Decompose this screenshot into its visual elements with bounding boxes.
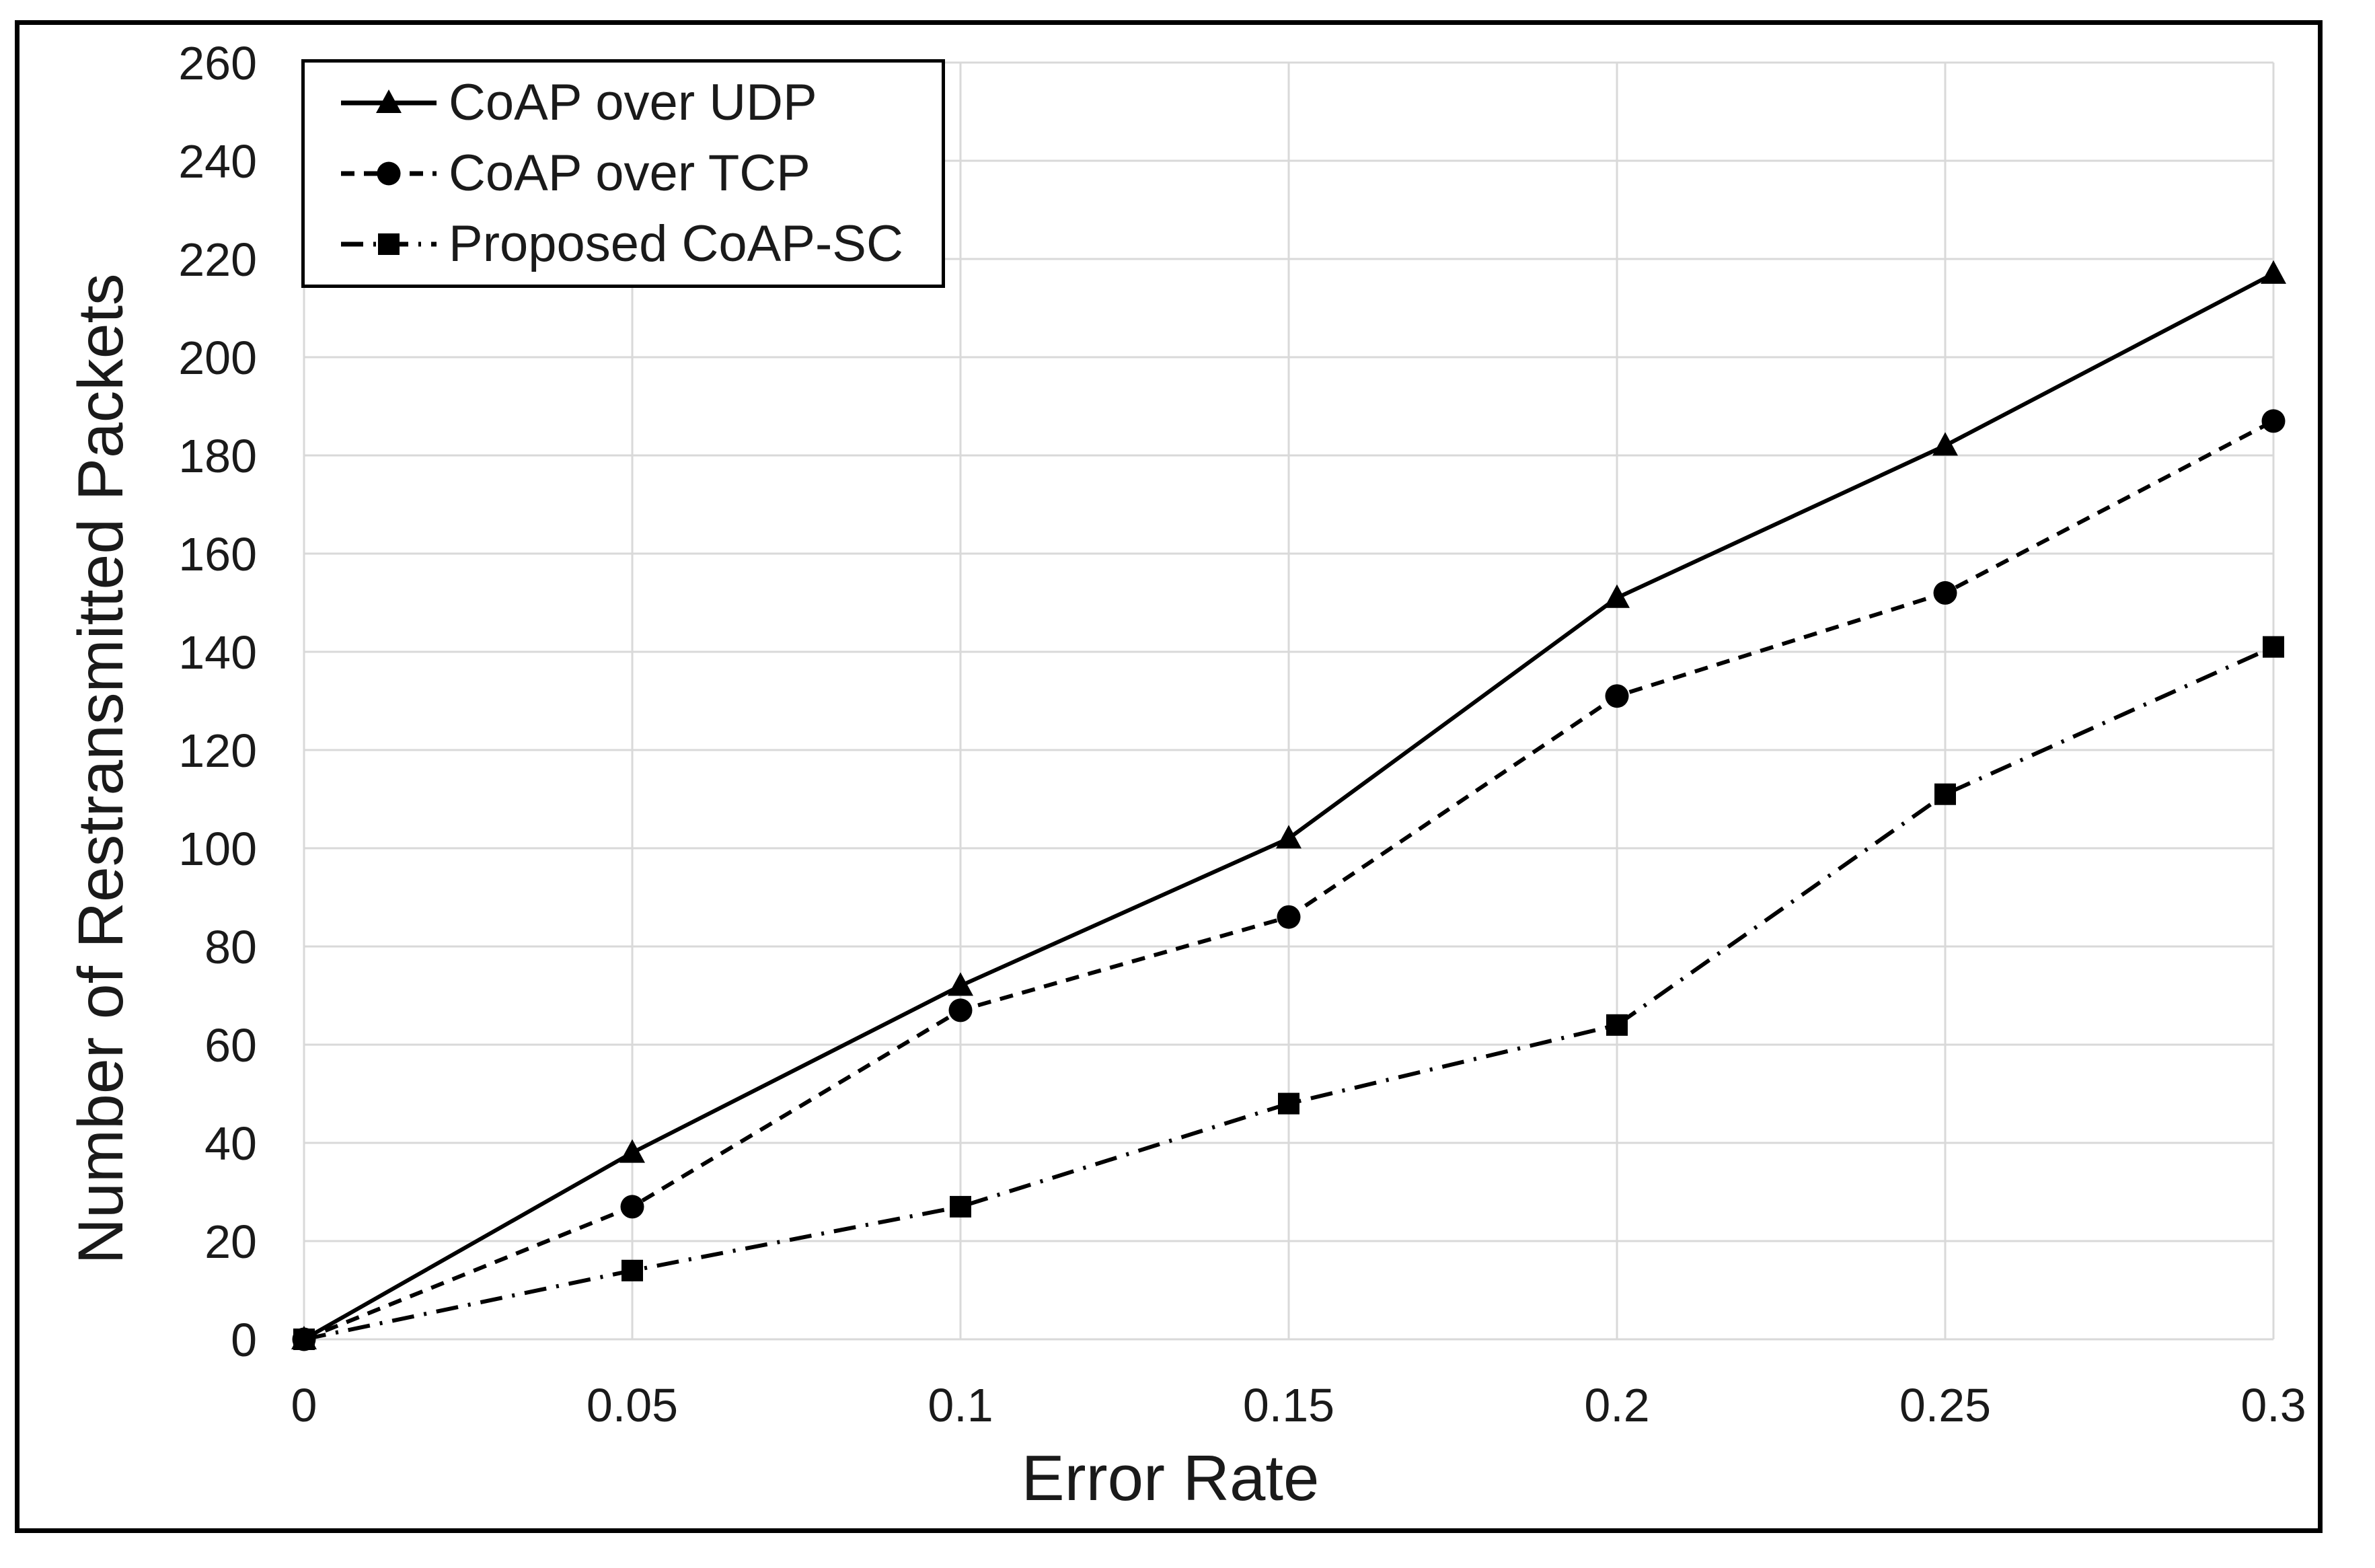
- marker-circle-icon: [2261, 409, 2286, 433]
- legend-item-coap-over-udp: CoAP over UDP: [338, 73, 942, 133]
- y-tick-labels: 0 20 40 60 80 100 120 140 160 180 200 220 240 260: [178, 37, 257, 1366]
- x-axis-title: Error Rate: [1021, 1442, 1320, 1514]
- marker-triangle-icon: [619, 1139, 645, 1163]
- x-tick-labels: 0 0.05 0.1 0.15 0.2 0.25 0.3: [291, 1379, 2306, 1431]
- legend-glyph-square-icon: [341, 233, 437, 255]
- y-tick-label: 180: [178, 430, 257, 482]
- y-tick-label: 80: [204, 921, 257, 973]
- marker-square-icon: [950, 1195, 971, 1218]
- y-tick-label: 40: [204, 1117, 257, 1170]
- marker-triangle-icon: [1932, 432, 1958, 456]
- marker-circle-icon: [620, 1195, 644, 1219]
- legend-marker-triangle-icon: [376, 89, 402, 113]
- x-tick-label: 0.3: [2240, 1379, 2306, 1431]
- y-tick-label: 20: [204, 1216, 257, 1268]
- marker-triangle-icon: [2261, 260, 2286, 284]
- y-tick-label: 220: [178, 233, 257, 286]
- marker-square-icon: [1934, 783, 1956, 805]
- marker-circle-icon: [1933, 581, 1957, 605]
- y-tick-label: 160: [178, 528, 257, 581]
- legend-label: CoAP over TCP: [449, 145, 810, 202]
- marker-square-icon: [621, 1259, 643, 1281]
- marker-triangle-icon: [948, 972, 973, 996]
- y-tick-label: 60: [204, 1019, 257, 1072]
- y-axis-title: Number of Restransmitted Packets: [65, 273, 137, 1265]
- marker-square-icon: [293, 1329, 315, 1350]
- marker-square-icon: [1278, 1092, 1299, 1115]
- legend-glyph-triangle-icon: [341, 89, 437, 113]
- x-tick-label: 0.05: [587, 1379, 678, 1431]
- y-tick-label: 200: [178, 332, 257, 384]
- marker-square-icon: [2263, 636, 2284, 658]
- series-markers-coap-over-tcp: [292, 409, 2286, 1351]
- x-tick-label: 0.15: [1243, 1379, 1334, 1431]
- y-tick-label: 260: [178, 37, 257, 89]
- y-tick-label: 0: [231, 1314, 257, 1366]
- y-tick-label: 100: [178, 823, 257, 875]
- y-tick-label: 120: [178, 724, 257, 777]
- x-tick-label: 0.25: [1899, 1379, 1991, 1431]
- marker-circle-icon: [948, 998, 973, 1022]
- legend-label: CoAP over UDP: [449, 74, 817, 131]
- marker-triangle-icon: [1276, 825, 1302, 849]
- legend-marker-square-icon: [378, 233, 400, 255]
- x-tick-label: 0.2: [1584, 1379, 1649, 1431]
- y-tick-label: 240: [178, 135, 257, 188]
- marker-circle-icon: [1605, 684, 1629, 708]
- legend-glyph-circle-icon: [341, 161, 437, 186]
- series-markers-proposed-coap-sc: [293, 636, 2284, 1350]
- marker-square-icon: [1606, 1014, 1628, 1036]
- x-tick-label: 0: [291, 1379, 317, 1431]
- marker-triangle-icon: [1604, 584, 1630, 608]
- marker-circle-icon: [1277, 905, 1301, 929]
- y-tick-label: 140: [178, 626, 257, 679]
- legend-marker-circle-icon: [377, 161, 401, 186]
- legend-item-coap-over-tcp: CoAP over TCP: [338, 143, 942, 204]
- legend-item-proposed-coap-sc: Proposed CoAP-SC: [338, 214, 942, 274]
- legend-label: Proposed CoAP-SC: [449, 215, 903, 272]
- x-tick-label: 0.1: [928, 1379, 993, 1431]
- legend: CoAP over UDP CoAP over TCP Proposed CoAP-…: [301, 59, 945, 288]
